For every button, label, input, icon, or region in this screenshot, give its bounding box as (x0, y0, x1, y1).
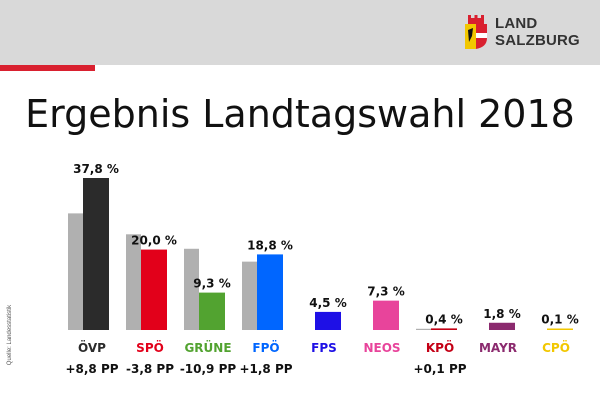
bar-2018-gruene (199, 292, 225, 330)
bar-2018-fps (315, 311, 341, 330)
bar-2013-fpoe (242, 261, 257, 330)
value-label-cpoe: 0,1 % (541, 313, 578, 327)
bar-2013-kpoe (416, 328, 431, 330)
page-title: Ergebnis Landtagswahl 2018 (25, 92, 575, 136)
logo-text-line2: SALZBURG (495, 32, 580, 49)
header-accent-line (0, 65, 95, 71)
value-label-fpoe: 18,8 % (247, 238, 293, 252)
change-label-fpoe: +1,8 PP (239, 362, 292, 376)
coat-of-arms-icon (465, 15, 487, 49)
category-label-neos: NEOS (363, 341, 400, 355)
value-label-mayr: 1,8 % (483, 307, 520, 321)
change-label-gruene: -10,9 PP (180, 362, 237, 376)
value-label-neos: 7,3 % (367, 285, 404, 299)
change-label-kpoe: +0,1 PP (413, 362, 466, 376)
change-label-spoe: -3,8 PP (126, 362, 174, 376)
land-salzburg-logo: LAND SALZBURG (463, 14, 593, 54)
bar-2018-spoe (141, 249, 167, 330)
category-label-cpoe: CPÖ (542, 340, 570, 355)
bar-2013-spoe (126, 234, 141, 330)
category-label-spoe: SPÖ (136, 340, 164, 355)
value-label-spoe: 20,0 % (131, 234, 177, 248)
category-label-kpoe: KPÖ (426, 340, 454, 355)
value-label-fps: 4,5 % (309, 296, 346, 310)
category-label-oevp: ÖVP (78, 340, 106, 355)
bar-2013-oevp (68, 213, 83, 330)
bar-2018-neos (373, 300, 399, 330)
category-label-mayr: MAYR (479, 341, 517, 355)
bar-2018-cpoe (547, 328, 573, 330)
category-label-fps: FPS (311, 341, 337, 355)
bar-2018-mayr (489, 322, 515, 330)
bar-2013-gruene (184, 248, 199, 330)
category-label-gruene: GRÜNE (184, 340, 231, 355)
category-label-fpoe: FPÖ (252, 340, 279, 355)
value-label-oevp: 37,8 % (73, 162, 119, 176)
header-bar (0, 0, 600, 65)
change-label-oevp: +8,8 PP (65, 362, 118, 376)
bar-2018-fpoe (257, 254, 283, 330)
bar-2018-kpoe (431, 328, 457, 330)
value-label-kpoe: 0,4 % (425, 312, 462, 326)
logo-text-line1: LAND (495, 15, 538, 32)
value-label-gruene: 9,3 % (193, 277, 230, 291)
bar-2018-oevp (83, 178, 109, 330)
